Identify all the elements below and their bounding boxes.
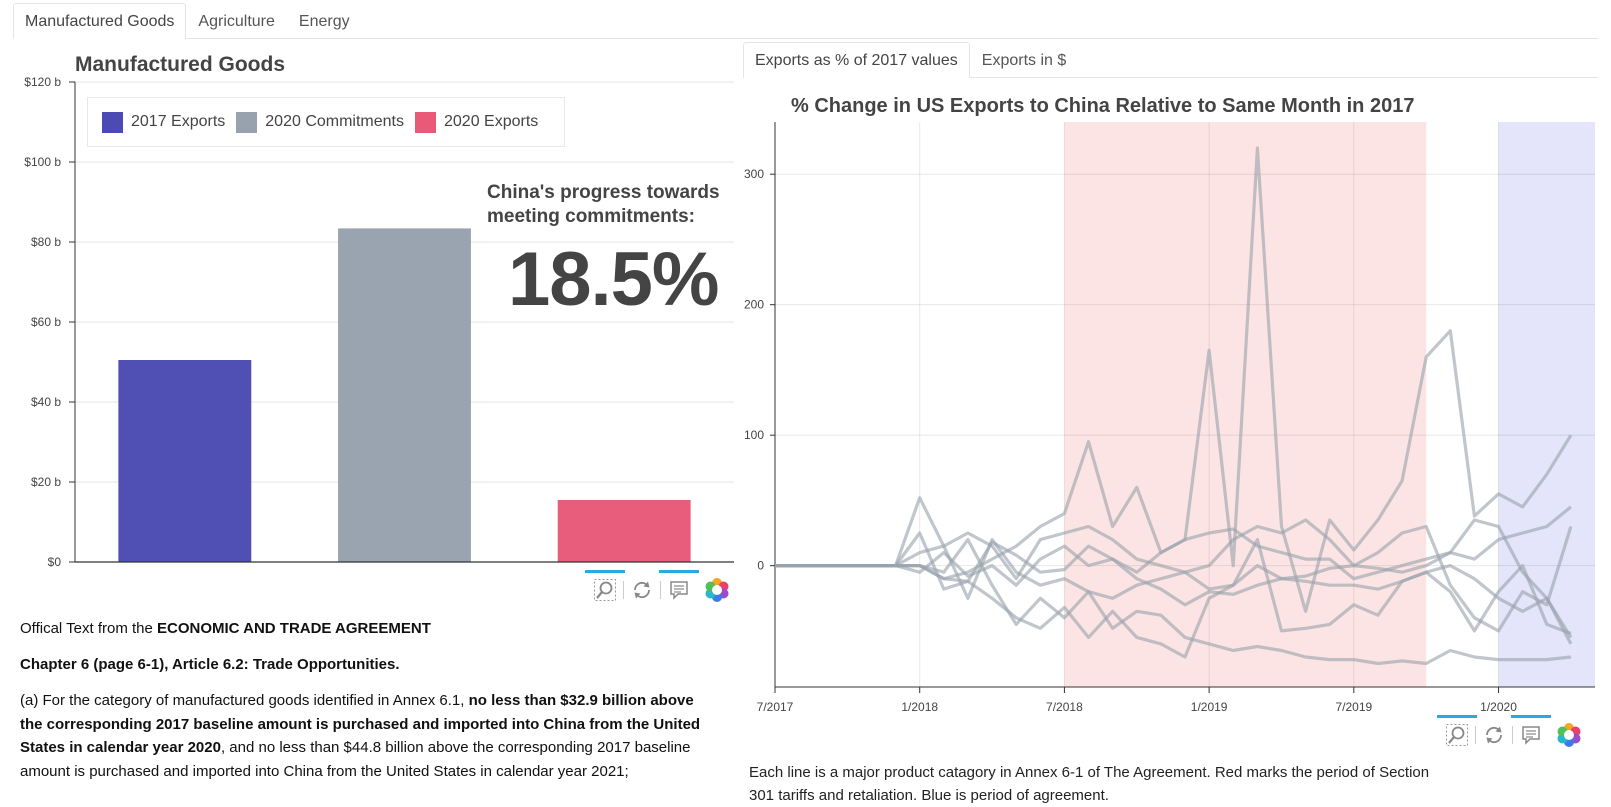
chart-title: % Change in US Exports to China Relative…	[791, 95, 1414, 117]
left-chart-toolbar	[585, 570, 741, 607]
tab-energy[interactable]: Energy	[298, 13, 350, 30]
chart-legend: 2017 Exports 2020 Commitments 2020 Expor…	[87, 97, 565, 147]
bar-2020-exports[interactable]	[557, 500, 691, 562]
y-tick-label: 0	[757, 559, 764, 573]
series-line-5[interactable]	[775, 518, 1573, 633]
tab-exports-percent[interactable]: Exports as % of 2017 values	[743, 42, 970, 78]
tab-exports-dollars[interactable]: Exports in $	[981, 52, 1067, 69]
legend-swatch-2020-commitments	[236, 111, 258, 133]
y-tick-label: 200	[744, 298, 764, 312]
clause-intro: (a) For the category of manufactured goo…	[20, 692, 469, 709]
zoom-icon[interactable]	[585, 570, 625, 604]
reset-icon[interactable]	[628, 576, 656, 604]
toolbar-separator	[1475, 726, 1476, 744]
plot-logo-icon[interactable]	[1555, 721, 1583, 749]
bar-2017-exports[interactable]	[118, 360, 252, 562]
bar-2020-commitments[interactable]	[338, 228, 471, 562]
reset-icon[interactable]	[1480, 721, 1508, 749]
legend-label-2020-commitments: 2020 Commitments	[265, 113, 404, 130]
progress-value: 18.5%	[508, 237, 719, 322]
legend-swatch-2017-exports	[102, 111, 123, 133]
series-line-7[interactable]	[775, 146, 1573, 613]
y-tick-label: $80 b	[31, 235, 61, 249]
y-tick-label: $60 b	[31, 315, 61, 329]
plot-logo-icon[interactable]	[703, 576, 731, 604]
tariff-period-band	[1064, 122, 1427, 687]
comment-icon[interactable]	[659, 570, 699, 604]
agreement-period-band	[1498, 122, 1595, 687]
y-tick-label: $20 b	[31, 475, 61, 489]
legend-item-2017-exports[interactable]: 2017 Exports	[102, 111, 226, 133]
zoom-icon[interactable]	[1437, 715, 1477, 749]
clause-2020-commitment: no less than $32.9 billion above the cor…	[20, 692, 701, 756]
y-tick-label: 100	[744, 428, 764, 442]
tab-agriculture[interactable]: Agriculture	[198, 13, 275, 30]
tab-manufactured-goods[interactable]: Manufactured Goods	[13, 3, 187, 39]
agreement-chapter: Chapter 6 (page 6-1), Article 6.2: Trade…	[20, 656, 400, 673]
agreement-source-prefix: Offical Text from the	[20, 620, 157, 637]
view-tabs: Exports as % of 2017 values Exports in $	[743, 41, 1598, 78]
x-tick-label: 1/2018	[901, 700, 938, 714]
legend-swatch-2020-exports	[415, 111, 436, 133]
toolbar-separator	[1512, 726, 1513, 744]
legend-item-2020-exports[interactable]: 2020 Exports	[415, 111, 539, 133]
legend-label-2020-exports: 2020 Exports	[444, 113, 539, 130]
right-chart-toolbar	[1437, 715, 1593, 752]
category-tabs: Manufactured Goods Agriculture Energy	[13, 3, 1598, 39]
x-tick-label: 7/2019	[1335, 700, 1372, 714]
agreement-text: Offical Text from the ECONOMIC AND TRADE…	[20, 617, 720, 795]
series-line-3[interactable]	[775, 531, 1573, 659]
legend-label-2017-exports: 2017 Exports	[131, 113, 226, 130]
agreement-clause: (a) For the category of manufactured goo…	[20, 689, 720, 783]
agreement-title: ECONOMIC AND TRADE AGREEMENT	[157, 620, 431, 637]
toolbar-separator	[660, 581, 661, 599]
y-tick-label: $40 b	[31, 395, 61, 409]
chart-title: Manufactured Goods	[75, 53, 285, 76]
legend-item-2020-commitments[interactable]: 2020 Commitments	[236, 111, 404, 133]
bar-chart: Manufactured Goods $0 $20 b $40 b $60 b $80 b…	[24, 53, 734, 569]
series-line-2[interactable]	[775, 496, 1572, 635]
line-chart: % Change in US Exports to China Relative…	[744, 95, 1595, 714]
x-tick-label: 1/2020	[1480, 700, 1517, 714]
y-tick-label: $120 b	[24, 75, 61, 89]
progress-label: China's progress towards meeting commitm…	[487, 182, 720, 227]
x-tick-label: 7/2018	[1046, 700, 1083, 714]
toolbar-separator	[623, 581, 624, 599]
y-tick-label: $100 b	[24, 155, 61, 169]
x-tick-label: 1/2019	[1191, 700, 1228, 714]
chart-caption: Each line is a major product catagory in…	[749, 764, 1430, 804]
y-tick-label: 300	[744, 167, 764, 181]
comment-icon[interactable]	[1511, 715, 1551, 749]
y-tick-label: $0	[48, 555, 62, 569]
clause-2021-commitment: , and no less than $44.8 billion above t…	[20, 739, 691, 780]
x-tick-label: 7/2017	[757, 700, 794, 714]
agreement-source: Offical Text from the ECONOMIC AND TRADE…	[20, 617, 720, 641]
